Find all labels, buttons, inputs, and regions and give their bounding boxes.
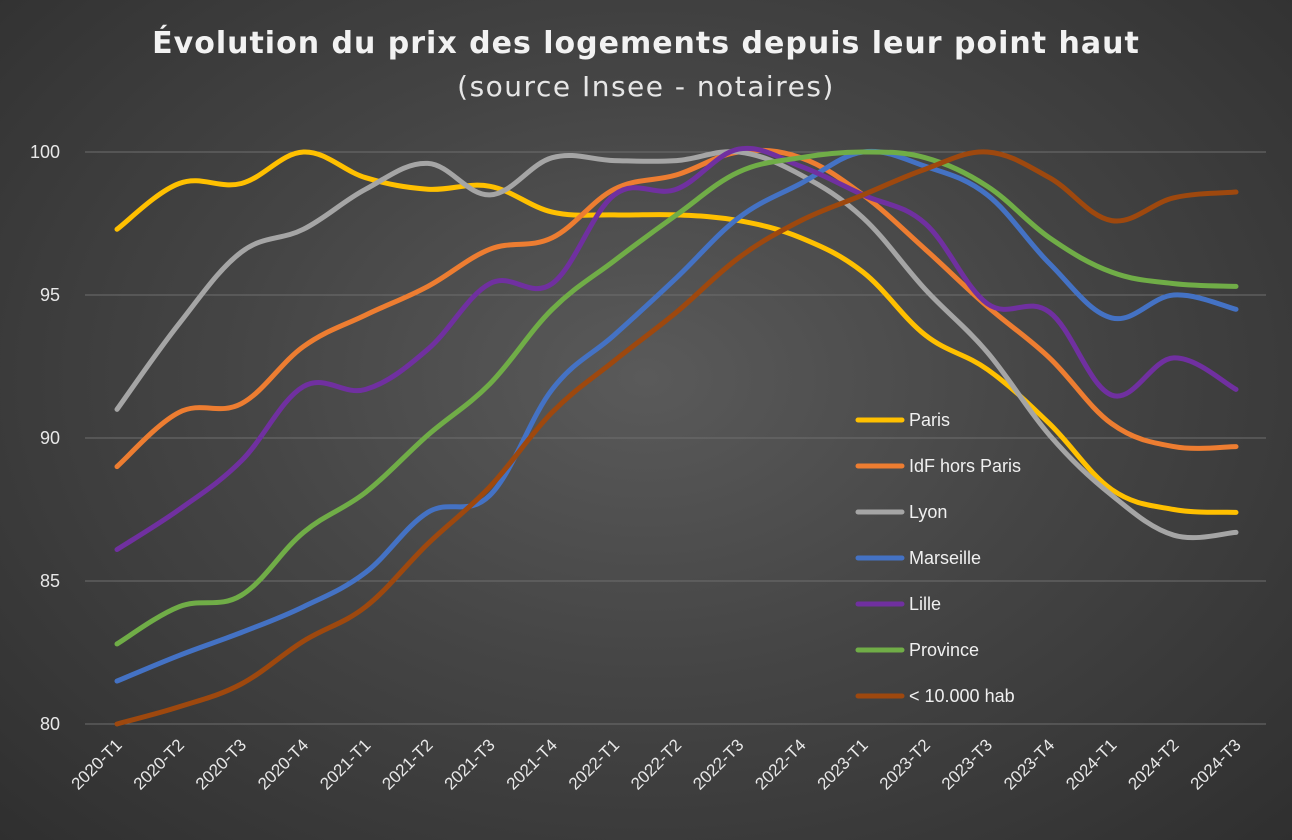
legend-label-paris: Paris	[909, 410, 950, 430]
legend-label-lyon: Lyon	[909, 502, 947, 522]
x-tick-label: 2021-T1	[316, 735, 374, 793]
x-tick-label: 2024-T2	[1124, 735, 1182, 793]
x-tick-label: 2021-T4	[503, 735, 561, 793]
series-line-marseille	[114, 148, 1239, 684]
gridlines	[85, 151, 1266, 725]
x-tick-label: 2021-T3	[441, 735, 499, 793]
x-tick-label: 2024-T1	[1062, 735, 1120, 793]
y-tick-label: 95	[40, 285, 60, 305]
y-tick-label: 100	[30, 142, 60, 162]
series-line-province	[114, 149, 1239, 647]
series-line-10-000-hab	[114, 149, 1239, 727]
x-tick-label: 2020-T4	[254, 735, 312, 793]
series-line-idf-hors-paris	[114, 147, 1239, 470]
x-tick-label: 2021-T2	[378, 735, 436, 793]
chart-subtitle: (source Insee - notaires)	[457, 70, 835, 103]
legend-label-10-000-hab: < 10.000 hab	[909, 686, 1015, 706]
x-tick-label: 2023-T2	[876, 735, 934, 793]
y-tick-label: 85	[40, 571, 60, 591]
x-tick-label: 2022-T4	[751, 735, 809, 793]
x-tick-label: 2023-T4	[1000, 735, 1058, 793]
series-line-lyon	[114, 149, 1239, 541]
x-tick-label: 2024-T3	[1187, 735, 1245, 793]
legend-label-lille: Lille	[909, 594, 941, 614]
legend: Paris IdF hors Paris Lyon Marseille Lille Pro…	[855, 410, 1021, 706]
series-lines	[114, 145, 1239, 727]
series-line-paris	[114, 149, 1239, 515]
x-axis: 2020-T1 2020-T2 2020-T3 2020-T4 2021-T1 2021-…	[68, 735, 1245, 793]
y-tick-label: 90	[40, 428, 60, 448]
x-tick-label: 2022-T3	[689, 735, 747, 793]
x-tick-label: 2023-T1	[814, 735, 872, 793]
x-tick-label: 2023-T3	[938, 735, 996, 793]
y-tick-label: 80	[40, 714, 60, 734]
series-line-lille	[114, 145, 1239, 553]
legend-label-idf-hors-paris: IdF hors Paris	[909, 456, 1021, 476]
x-tick-label: 2022-T1	[565, 735, 623, 793]
y-axis: 80 85 90 95 100	[30, 142, 60, 734]
x-tick-label: 2022-T2	[627, 735, 685, 793]
legend-label-province: Province	[909, 640, 979, 660]
legend-label-marseille: Marseille	[909, 548, 981, 568]
x-tick-label: 2020-T1	[68, 735, 126, 793]
x-tick-label: 2020-T2	[130, 735, 188, 793]
x-tick-label: 2020-T3	[192, 735, 250, 793]
chart-title: Évolution du prix des logements depuis l…	[152, 25, 1140, 61]
